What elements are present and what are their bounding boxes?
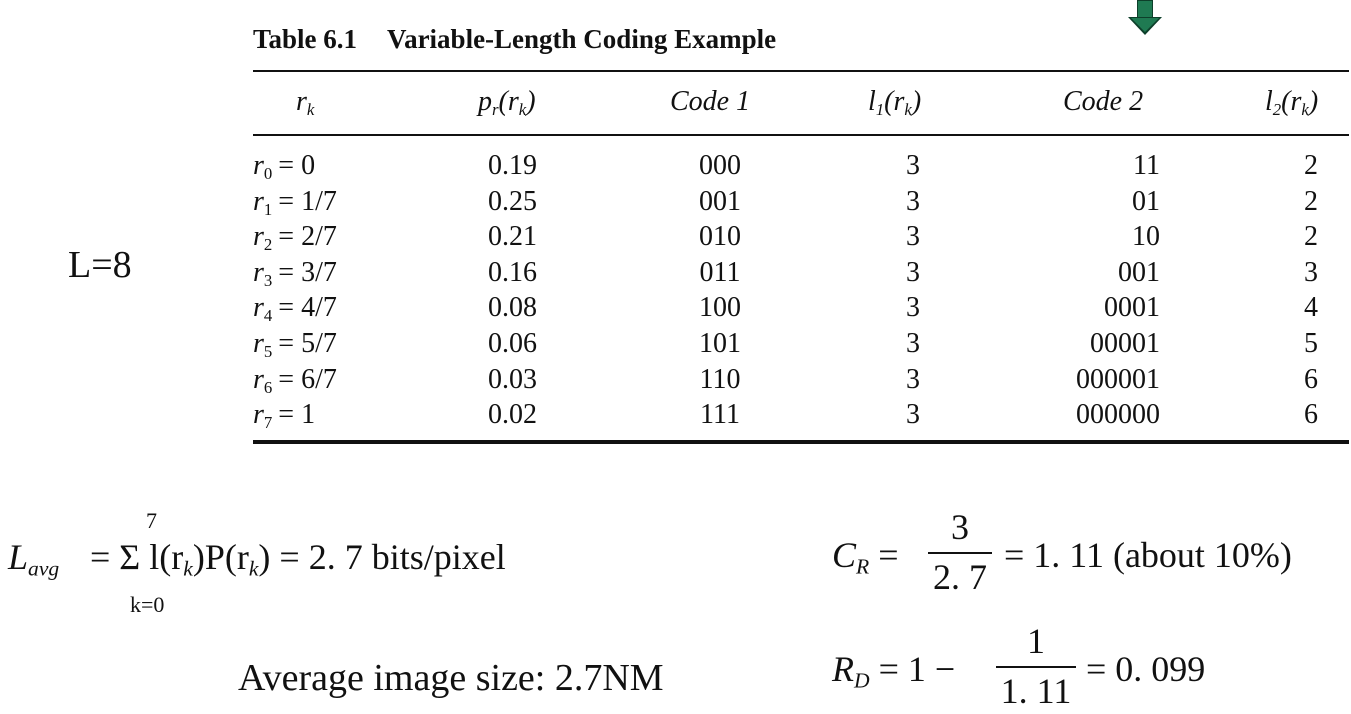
header-code1: Code 1 <box>670 86 751 117</box>
row-6-p: 0.03 <box>488 364 537 395</box>
row-7-l2: 6 <box>1304 399 1318 430</box>
row-1-l2: 2 <box>1304 186 1318 217</box>
row-3-l1: 3 <box>906 257 920 288</box>
row-0-code2: 11 <box>1133 150 1160 181</box>
row-6-l2: 6 <box>1304 364 1318 395</box>
header-pr: pr(rk) <box>478 86 536 120</box>
row-0-l2: 2 <box>1304 150 1318 181</box>
table-bottom-rule <box>253 440 1349 444</box>
row-7-rk: r7 = 1 <box>253 399 316 433</box>
row-4-p: 0.08 <box>488 292 537 323</box>
row-4-rk: r4 = 4/7 <box>253 292 337 326</box>
table-caption: Table 6.1 Variable-Length Coding Example <box>253 24 776 55</box>
row-7-code2: 000000 <box>1076 399 1160 430</box>
rd-result: = 0. 099 <box>1086 649 1206 689</box>
row-6-rk: r6 = 6/7 <box>253 364 337 398</box>
row-2-code2: 10 <box>1132 221 1160 252</box>
row-1-code1: 001 <box>699 186 741 217</box>
cr-fraction: 3 2. 7 <box>928 506 992 598</box>
header-l1: l1(rk) <box>868 86 922 120</box>
row-3-l2: 3 <box>1304 257 1318 288</box>
cr-lhs: CR = <box>832 535 899 579</box>
header-code2: Code 2 <box>1063 86 1144 117</box>
row-2-code1: 010 <box>699 221 741 252</box>
row-5-rk: r5 = 5/7 <box>253 328 337 362</box>
rd-fraction: 1 1. 11 <box>996 620 1076 712</box>
down-arrow-icon <box>1128 0 1162 36</box>
row-0-p: 0.19 <box>488 150 537 181</box>
table-top-rule <box>253 70 1349 72</box>
lavg-rhs: = Σ l(rk)P(rk) = 2. 7 bits/pixel <box>90 537 506 581</box>
row-0-rk: r0 = 0 <box>253 150 316 184</box>
row-4-code1: 100 <box>699 292 741 323</box>
row-4-l2: 4 <box>1304 292 1318 323</box>
row-3-p: 0.16 <box>488 257 537 288</box>
row-1-rk: r1 = 1/7 <box>253 186 337 220</box>
row-1-p: 0.25 <box>488 186 537 217</box>
row-6-code1: 110 <box>699 364 741 395</box>
row-7-p: 0.02 <box>488 399 537 430</box>
row-3-rk: r3 = 3/7 <box>253 257 337 291</box>
sum-upper-limit: 7 <box>146 508 157 533</box>
row-7-l1: 3 <box>906 399 920 430</box>
row-2-rk: r2 = 2/7 <box>253 221 337 255</box>
table-header-rule <box>253 134 1349 136</box>
row-2-l1: 3 <box>906 221 920 252</box>
row-7-code1: 111 <box>700 399 740 430</box>
table-title: Variable-Length Coding Example <box>387 24 777 54</box>
row-5-p: 0.06 <box>488 328 537 359</box>
row-6-l1: 3 <box>906 364 920 395</box>
cr-result: = 1. 11 (about 10%) <box>1004 535 1292 575</box>
row-2-l2: 2 <box>1304 221 1318 252</box>
header-l2: l2(rk) <box>1265 86 1319 120</box>
row-5-l2: 5 <box>1304 328 1318 359</box>
row-5-code2: 00001 <box>1090 328 1160 359</box>
row-0-code1: 000 <box>699 150 741 181</box>
average-image-size: Average image size: 2.7NM <box>238 657 664 699</box>
sum-lower-limit: k=0 <box>130 592 165 617</box>
row-3-code2: 001 <box>1118 257 1160 288</box>
row-5-code1: 101 <box>699 328 741 359</box>
row-1-l1: 3 <box>906 186 920 217</box>
row-4-l1: 3 <box>906 292 920 323</box>
row-3-code1: 011 <box>699 257 741 288</box>
rd-numerator: 1 <box>1027 621 1045 661</box>
rd-lhs: RD = 1 − <box>832 649 956 693</box>
row-6-code2: 000001 <box>1076 364 1160 395</box>
cr-denominator: 2. 7 <box>933 557 987 597</box>
row-2-p: 0.21 <box>488 221 537 252</box>
lavg-formula: Lavg <box>8 537 60 581</box>
header-rk: rk <box>296 86 315 120</box>
row-0-l1: 3 <box>906 150 920 181</box>
cr-numerator: 3 <box>951 507 969 547</box>
table-number: Table 6.1 <box>253 24 358 54</box>
row-4-code2: 0001 <box>1104 292 1160 323</box>
levels-label: L=8 <box>68 244 132 286</box>
row-5-l1: 3 <box>906 328 920 359</box>
row-1-code2: 01 <box>1132 186 1160 217</box>
rd-denominator: 1. 11 <box>1000 671 1072 711</box>
